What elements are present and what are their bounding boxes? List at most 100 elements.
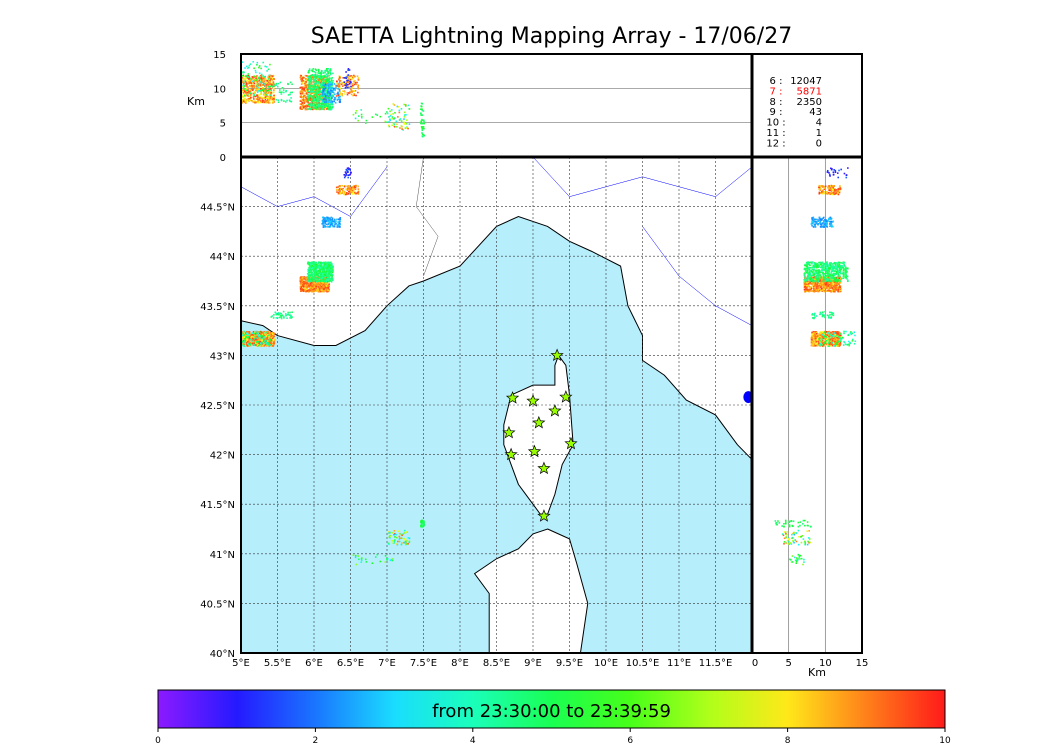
- source-point-alt-lat: [817, 264, 820, 266]
- source-point-plan: [316, 272, 319, 275]
- source-point-lon-alt: [313, 101, 315, 104]
- source-point-plan: [330, 280, 333, 283]
- source-point-plan: [303, 283, 305, 286]
- source-point-lon-alt: [307, 99, 310, 102]
- source-point-alt-lat: [835, 339, 838, 341]
- source-point-lon-alt: [322, 95, 325, 98]
- source-point-plan: [321, 281, 324, 284]
- source-point-alt-lat: [807, 285, 810, 288]
- source-point-lon-alt: [304, 82, 306, 84]
- source-point-lon-alt: [252, 84, 254, 87]
- source-point-plan: [311, 264, 314, 267]
- source-point-plan: [259, 340, 261, 343]
- source-point-plan: [311, 289, 314, 292]
- source-point-lon-alt: [312, 74, 314, 77]
- source-point-lon-alt: [321, 82, 323, 84]
- source-point-lon-alt: [248, 92, 250, 95]
- source-point-plan: [272, 334, 274, 337]
- source-point-plan: [311, 267, 314, 269]
- source-point-plan: [319, 276, 322, 278]
- source-point-alt-lat: [818, 261, 820, 264]
- source-point-lon-alt: [256, 83, 258, 86]
- source-point-alt-lat: [839, 290, 842, 293]
- source-point-lon-alt: [246, 98, 249, 101]
- source-point-alt-lat: [820, 336, 822, 339]
- source-point-plan: [323, 270, 326, 272]
- source-point-alt-lat: [838, 277, 840, 280]
- source-point-lon-alt: [248, 91, 251, 94]
- source-point-lon-alt: [268, 91, 271, 93]
- source-point-plan: [311, 287, 314, 289]
- source-point-alt-lat: [811, 344, 813, 347]
- source-point-lon-alt: [311, 106, 313, 109]
- source-point-alt-lat: [815, 263, 817, 266]
- source-point-alt-lat: [813, 344, 816, 347]
- source-point-alt-lat: [828, 331, 830, 334]
- source-point-lon-alt: [310, 107, 313, 110]
- source-point-lon-alt: [258, 79, 260, 82]
- source-point-alt-lat: [836, 281, 838, 283]
- source-point-plan: [299, 288, 302, 290]
- source-point-alt-lat: [838, 282, 841, 285]
- source-point-plan: [308, 288, 310, 291]
- source-point-lon-alt: [325, 80, 327, 83]
- source-point-lon-alt: [308, 85, 311, 88]
- source-point-plan: [260, 337, 263, 340]
- source-point-lon-alt: [316, 90, 319, 93]
- source-point-alt-lat: [803, 282, 806, 285]
- source-point-lon-alt: [311, 90, 314, 93]
- source-point-lon-alt: [250, 82, 253, 84]
- source-point-lon-alt: [272, 97, 274, 99]
- source-point-alt-lat: [807, 278, 809, 281]
- source-point-alt-lat: [812, 290, 814, 292]
- source-point-lon-alt: [273, 98, 275, 101]
- source-point-lon-alt: [313, 91, 316, 93]
- source-point-lon-alt: [255, 71, 257, 74]
- source-point-lon-alt: [323, 94, 326, 97]
- source-point-plan: [305, 285, 307, 288]
- source-point-lon-alt: [330, 78, 333, 80]
- source-point-alt-lat: [815, 285, 818, 288]
- source-point-lon-alt: [321, 106, 323, 108]
- source-point-plan: [258, 338, 261, 340]
- source-point-alt-lat: [833, 266, 836, 269]
- source-point-lon-alt: [256, 91, 259, 94]
- source-point-alt-lat: [824, 338, 827, 340]
- source-point-plan: [321, 268, 324, 270]
- source-point-alt-lat: [832, 269, 834, 272]
- source-point-alt-lat: [851, 340, 854, 342]
- source-point-plan: [264, 342, 267, 345]
- source-point-plan: [317, 290, 320, 293]
- source-point-alt-lat: [831, 281, 834, 284]
- source-point-lon-alt: [249, 63, 252, 65]
- source-point-lon-alt: [300, 99, 303, 102]
- source-point-lon-alt: [320, 79, 323, 81]
- source-point-plan: [328, 285, 330, 288]
- source-point-alt-lat: [808, 271, 811, 274]
- source-point-plan: [256, 335, 259, 338]
- source-point-lon-alt: [260, 74, 262, 77]
- source-point-lon-alt: [300, 83, 303, 85]
- source-point-plan: [313, 264, 316, 267]
- source-point-lon-alt: [300, 94, 303, 97]
- source-point-plan: [247, 336, 250, 339]
- source-point-lon-alt: [319, 78, 321, 81]
- source-point-lon-alt: [308, 90, 310, 93]
- source-point-alt-lat: [821, 338, 823, 341]
- source-point-alt-lat: [827, 345, 829, 347]
- source-point-plan: [265, 343, 267, 346]
- source-point-lon-alt: [303, 101, 306, 103]
- source-point-plan: [310, 273, 313, 275]
- source-point-lon-alt: [271, 77, 274, 80]
- source-point-plan: [309, 262, 311, 265]
- source-point-alt-lat: [812, 339, 815, 341]
- source-point-alt-lat: [805, 288, 807, 290]
- source-point-lon-alt: [264, 85, 267, 88]
- source-point-alt-lat: [829, 340, 832, 342]
- source-point-lon-alt: [308, 85, 311, 87]
- source-point-lon-alt: [244, 94, 246, 97]
- source-point-lon-alt: [243, 71, 245, 74]
- source-point-plan: [273, 333, 275, 336]
- source-point-plan: [317, 288, 319, 290]
- source-point-lon-alt: [318, 105, 321, 107]
